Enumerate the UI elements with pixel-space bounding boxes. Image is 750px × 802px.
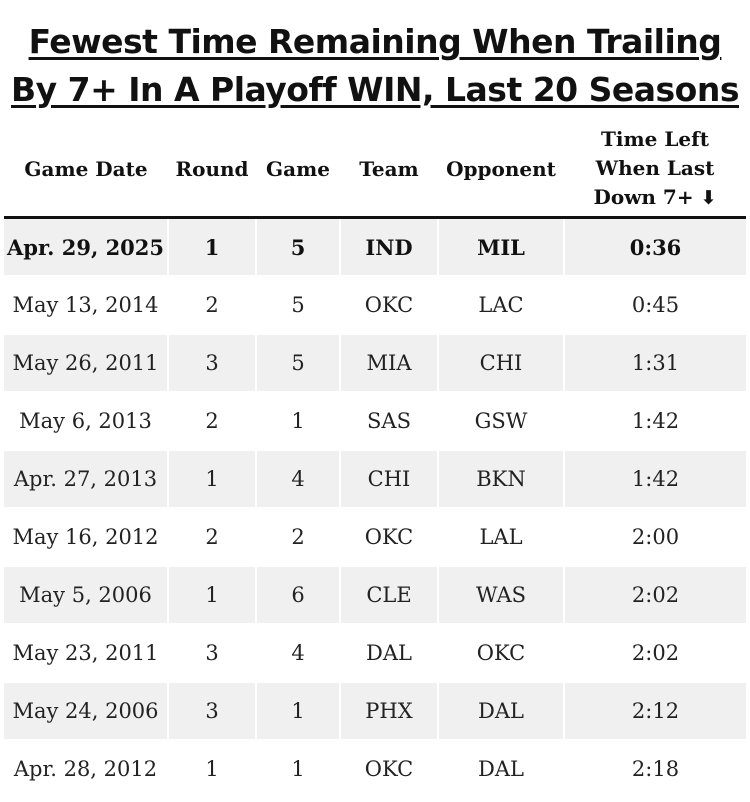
cell-game: 1 bbox=[256, 740, 341, 799]
cell-team: OKC bbox=[340, 508, 439, 567]
time-left-header-line-3: Down 7+ bbox=[593, 185, 694, 209]
cell-game-date: May 23, 2011 bbox=[4, 624, 169, 683]
cell-opponent: DAL bbox=[438, 740, 565, 799]
cell-round: 1 bbox=[168, 740, 257, 799]
cell-game-date: May 5, 2006 bbox=[4, 566, 169, 625]
table-row: May 23, 2011 3 4 DAL OKC 2:02 bbox=[4, 624, 746, 683]
cell-opponent: OKC bbox=[438, 624, 565, 683]
table-row: Apr. 27, 2013 1 4 CHI BKN 1:42 bbox=[4, 450, 746, 509]
time-left-header-line-2: When Last bbox=[595, 156, 715, 180]
column-header-time-left[interactable]: Time Left When Last Down 7+ ⬇ bbox=[564, 122, 746, 219]
table-row: May 26, 2011 3 5 MIA CHI 1:31 bbox=[4, 334, 746, 393]
cell-team: MIA bbox=[340, 334, 439, 393]
cell-game-date: Apr. 29, 2025 bbox=[4, 217, 169, 277]
cell-game-date: May 24, 2006 bbox=[4, 682, 169, 741]
column-header-game-date[interactable]: Game Date bbox=[4, 122, 168, 219]
table-row: May 6, 2013 2 1 SAS GSW 1:42 bbox=[4, 392, 746, 451]
cell-team: IND bbox=[340, 217, 439, 277]
column-header-round[interactable]: Round bbox=[168, 122, 256, 219]
column-header-game[interactable]: Game bbox=[256, 122, 340, 219]
cell-game-date: Apr. 28, 2012 bbox=[4, 740, 169, 799]
cell-round: 2 bbox=[168, 508, 257, 567]
page-title: Fewest Time Remaining When Trailing By 7… bbox=[0, 18, 750, 114]
cell-opponent: LAC bbox=[438, 276, 565, 335]
cell-team: PHX bbox=[340, 682, 439, 741]
column-header-opponent[interactable]: Opponent bbox=[438, 122, 564, 219]
cell-game: 1 bbox=[256, 392, 341, 451]
cell-opponent: CHI bbox=[438, 334, 565, 393]
table-row: May 24, 2006 3 1 PHX DAL 2:12 bbox=[4, 682, 746, 741]
cell-team: OKC bbox=[340, 740, 439, 799]
header-row: Game Date Round Game Team Opponent Time … bbox=[4, 122, 746, 219]
time-left-header-line-1: Time Left bbox=[601, 127, 709, 151]
cell-opponent: MIL bbox=[438, 217, 565, 277]
cell-round: 1 bbox=[168, 566, 257, 625]
cell-team: CLE bbox=[340, 566, 439, 625]
stats-table: Game Date Round Game Team Opponent Time … bbox=[4, 122, 746, 799]
cell-time-left: 2:18 bbox=[564, 740, 746, 799]
table-header: Game Date Round Game Team Opponent Time … bbox=[4, 122, 746, 219]
cell-opponent: GSW bbox=[438, 392, 565, 451]
cell-game: 6 bbox=[256, 566, 341, 625]
cell-opponent: BKN bbox=[438, 450, 565, 509]
cell-game-date: May 16, 2012 bbox=[4, 508, 169, 567]
arrow-down-icon: ⬇ bbox=[700, 187, 717, 209]
cell-opponent: LAL bbox=[438, 508, 565, 567]
cell-round: 3 bbox=[168, 334, 257, 393]
table-row: Apr. 29, 2025 1 5 IND MIL 0:36 bbox=[4, 217, 746, 277]
cell-round: 3 bbox=[168, 624, 257, 683]
column-header-team[interactable]: Team bbox=[340, 122, 438, 219]
table-row: May 16, 2012 2 2 OKC LAL 2:00 bbox=[4, 508, 746, 567]
cell-opponent: DAL bbox=[438, 682, 565, 741]
cell-time-left: 1:42 bbox=[564, 392, 746, 451]
title-line-2: By 7+ In A Playoff WIN, Last 20 Seasons bbox=[11, 70, 739, 109]
cell-round: 1 bbox=[168, 217, 257, 277]
cell-team: OKC bbox=[340, 276, 439, 335]
cell-team: CHI bbox=[340, 450, 439, 509]
cell-time-left: 2:02 bbox=[564, 624, 746, 683]
cell-round: 1 bbox=[168, 450, 257, 509]
cell-game: 2 bbox=[256, 508, 341, 567]
cell-team: DAL bbox=[340, 624, 439, 683]
cell-time-left: 0:45 bbox=[564, 276, 746, 335]
cell-game: 1 bbox=[256, 682, 341, 741]
cell-game-date: May 13, 2014 bbox=[4, 276, 169, 335]
cell-time-left: 0:36 bbox=[564, 217, 746, 277]
cell-game-date: May 6, 2013 bbox=[4, 392, 169, 451]
table-row: May 5, 2006 1 6 CLE WAS 2:02 bbox=[4, 566, 746, 625]
cell-game: 5 bbox=[256, 334, 341, 393]
table-body: Apr. 29, 2025 1 5 IND MIL 0:36 May 13, 2014 2 5 O… bbox=[4, 217, 746, 799]
cell-game-date: Apr. 27, 2013 bbox=[4, 450, 169, 509]
table-row: May 13, 2014 2 5 OKC LAC 0:45 bbox=[4, 276, 746, 335]
cell-time-left: 2:02 bbox=[564, 566, 746, 625]
cell-game-date: May 26, 2011 bbox=[4, 334, 169, 393]
cell-time-left: 2:12 bbox=[564, 682, 746, 741]
title-line-1: Fewest Time Remaining When Trailing bbox=[28, 22, 722, 61]
cell-team: SAS bbox=[340, 392, 439, 451]
table-row: Apr. 28, 2012 1 1 OKC DAL 2:18 bbox=[4, 740, 746, 799]
cell-round: 3 bbox=[168, 682, 257, 741]
cell-time-left: 1:31 bbox=[564, 334, 746, 393]
cell-time-left: 1:42 bbox=[564, 450, 746, 509]
cell-time-left: 2:00 bbox=[564, 508, 746, 567]
cell-game: 5 bbox=[256, 217, 341, 277]
cell-game: 5 bbox=[256, 276, 341, 335]
cell-opponent: WAS bbox=[438, 566, 565, 625]
cell-game: 4 bbox=[256, 450, 341, 509]
cell-round: 2 bbox=[168, 276, 257, 335]
cell-round: 2 bbox=[168, 392, 257, 451]
cell-game: 4 bbox=[256, 624, 341, 683]
